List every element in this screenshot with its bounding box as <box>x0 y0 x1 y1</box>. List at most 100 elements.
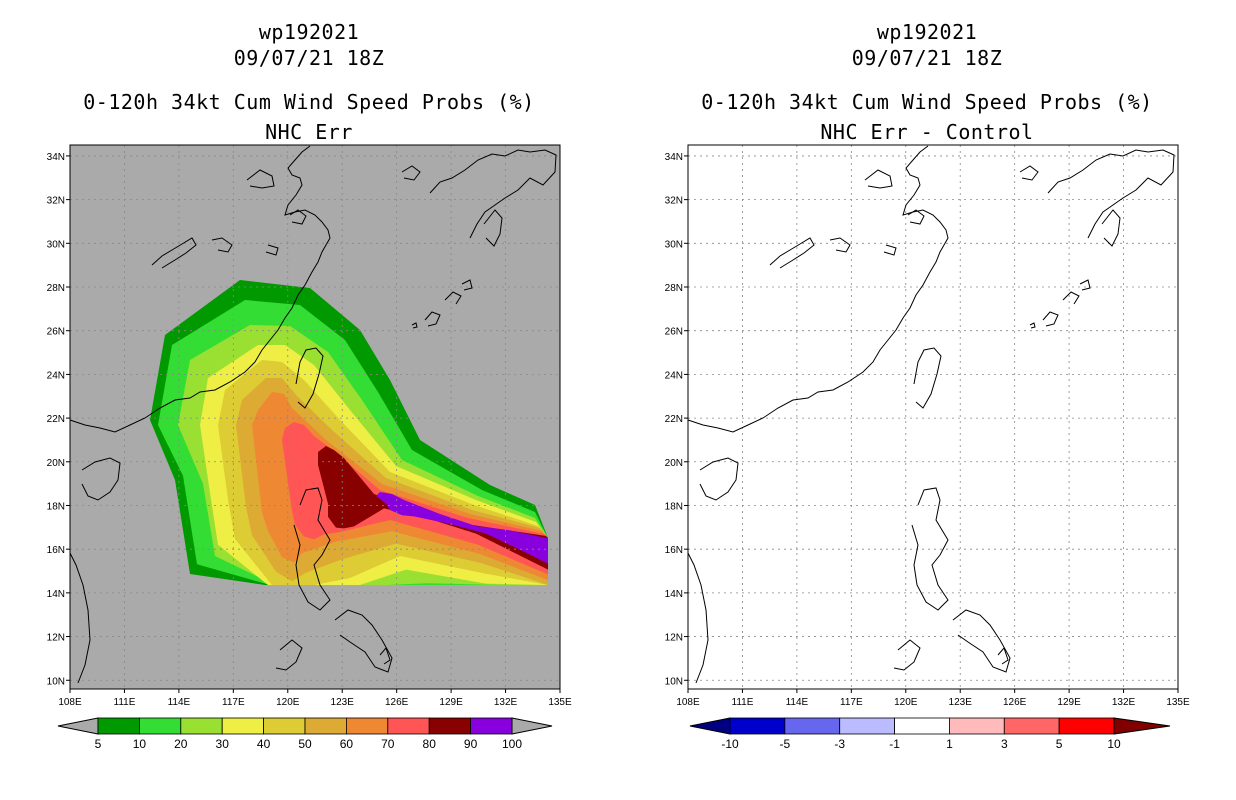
coastline <box>334 609 393 673</box>
right-product-title: 0-120h 34kt Cum Wind Speed Probs (%) <box>701 90 1153 114</box>
y-tick-label: 14N <box>47 589 65 600</box>
x-tick-label: 111E <box>732 697 754 708</box>
y-tick-label: 22N <box>47 414 65 425</box>
colorbar-swatch <box>1003 717 1060 735</box>
right-subtitle: NHC Err - Control <box>820 120 1034 144</box>
coastline <box>379 647 391 665</box>
y-tick-label: 14N <box>665 589 683 600</box>
x-tick-label: 108E <box>676 697 700 708</box>
colorbar-swatch <box>894 717 950 735</box>
colorbar-low-extend <box>57 717 99 735</box>
colorbar-label: 5 <box>95 737 102 751</box>
colorbar-label: 100 <box>502 737 522 751</box>
x-tick-label: 123E <box>949 697 973 708</box>
coastline <box>699 457 739 501</box>
coastline <box>211 237 233 253</box>
y-tick-label: 12N <box>47 633 65 644</box>
y-tick-label: 12N <box>665 633 683 644</box>
coastline <box>246 169 275 189</box>
x-tick-label: 120E <box>276 697 300 708</box>
colorbar-swatch <box>304 717 347 735</box>
x-tick-label: 120E <box>894 697 918 708</box>
coastline <box>444 291 462 305</box>
x-tick-label: 114E <box>786 697 809 708</box>
colorbar-low-extend <box>689 717 731 735</box>
coastline <box>907 209 925 225</box>
colorbar-swatch <box>97 717 140 735</box>
x-tick-label: 135E <box>548 697 572 708</box>
y-tick-label: 32N <box>47 196 65 207</box>
x-tick-label: 129E <box>439 697 463 708</box>
y-tick-label: 10N <box>47 676 65 687</box>
x-tick-label: 123E <box>331 697 355 708</box>
colorbar-swatch <box>470 717 513 735</box>
coastline <box>1042 311 1059 327</box>
coastline <box>265 244 279 256</box>
coastline <box>411 322 418 329</box>
coastline <box>81 457 121 501</box>
colorbar-swatch <box>949 717 1005 735</box>
probability-band <box>318 446 548 570</box>
y-tick-label: 34N <box>47 152 65 163</box>
colorbar-swatch <box>839 717 895 735</box>
x-tick-label: 129E <box>1057 697 1081 708</box>
x-tick-label: 117E <box>840 697 863 708</box>
colorbar-label: 80 <box>423 737 437 751</box>
y-tick-label: 28N <box>665 283 683 294</box>
coastline <box>1047 149 1175 239</box>
colorbar-label: 30 <box>216 737 230 751</box>
map-background <box>688 145 1178 689</box>
colorbar-label: 50 <box>298 737 312 751</box>
x-tick-label: 111E <box>114 697 136 708</box>
left-colorbar: 5 10 20 30 40 50 60 70 80 90 100 <box>57 717 553 751</box>
colorbar-label: -3 <box>834 737 845 751</box>
right-panel: wp192021 09/07/21 18Z 0-120h 34kt Cum Wi… <box>618 0 1236 800</box>
coastline <box>911 487 949 611</box>
colorbar-swatch <box>180 717 223 735</box>
coastline <box>69 552 91 684</box>
colorbar-swatch <box>1058 717 1115 735</box>
x-tick-label: 126E <box>385 697 409 708</box>
left-probability-map: 34N 32N 30N 28N 26N 24N 22N 20N 18N 16N 14N 12N 10N 1… <box>47 144 572 751</box>
coastline <box>883 244 897 256</box>
coastline <box>289 209 307 225</box>
coastline <box>483 209 503 247</box>
coastline <box>864 169 893 189</box>
colorbar-label: 60 <box>340 737 354 751</box>
coastlines <box>69 145 557 684</box>
coastline <box>275 639 303 671</box>
right-datetime: 09/07/21 18Z <box>851 46 1003 70</box>
coastline <box>69 145 331 433</box>
coastline <box>997 647 1009 665</box>
probability-band <box>376 492 548 564</box>
x-tick-label: 132E <box>494 697 518 708</box>
coastline <box>401 165 421 181</box>
y-tick-label: 18N <box>665 501 683 512</box>
y-tick-label: 24N <box>47 370 65 381</box>
colorbar-label: 3 <box>1001 737 1008 751</box>
left-panel: wp192021 09/07/21 18Z 0-120h 34kt Cum Wi… <box>47 20 572 751</box>
coastline <box>687 145 949 433</box>
colorbar-high-extend <box>1113 717 1171 735</box>
plot-frame <box>687 144 1179 690</box>
coastline <box>952 609 1011 673</box>
colorbar-swatch <box>729 717 786 735</box>
y-tick-label: 10N <box>665 676 683 687</box>
coastline <box>829 237 851 253</box>
y-tick-label: 26N <box>47 327 65 338</box>
right-difference-map: 34N 32N 30N 28N 26N 24N 22N 20N 18N 16N 14N 12N 10N 1… <box>665 144 1190 751</box>
left-subtitle: NHC Err <box>265 120 353 144</box>
colorbar-label: -1 <box>889 737 900 751</box>
left-storm-id: wp192021 <box>258 20 360 44</box>
colorbar-label: 90 <box>464 737 478 751</box>
coastline <box>893 639 921 671</box>
colorbar-swatch <box>263 717 306 735</box>
colorbar-label: 40 <box>257 737 271 751</box>
left-product-title: 0-120h 34kt Cum Wind Speed Probs (%) <box>83 90 535 114</box>
colorbar-swatch <box>784 717 841 735</box>
coastline <box>295 347 324 409</box>
y-tick-label: 30N <box>47 239 65 250</box>
colorbar-swatch <box>428 717 472 735</box>
right-colorbar: -10 -5 -3 -1 1 3 5 10 <box>689 717 1171 751</box>
y-tick-label: 34N <box>665 152 683 163</box>
